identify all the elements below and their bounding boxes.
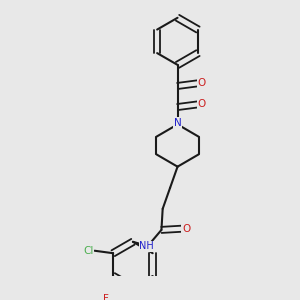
Text: O: O <box>198 99 206 109</box>
Text: NH: NH <box>139 241 154 251</box>
Text: O: O <box>198 78 206 88</box>
Text: F: F <box>103 294 109 300</box>
Text: Cl: Cl <box>83 246 94 256</box>
Text: N: N <box>174 118 182 128</box>
Text: O: O <box>182 224 190 234</box>
